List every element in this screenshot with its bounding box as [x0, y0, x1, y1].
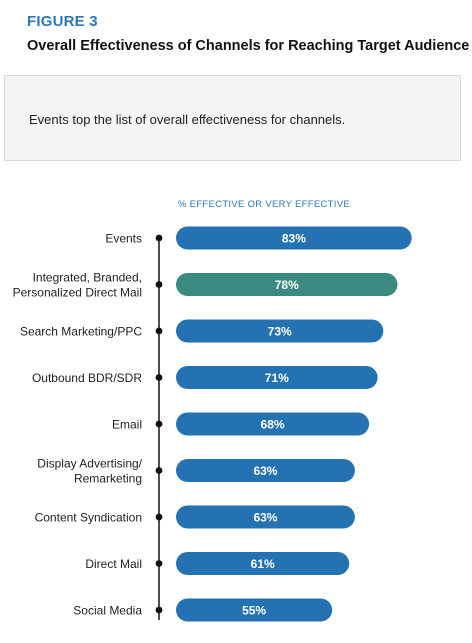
bar [176, 273, 398, 296]
bar [176, 598, 333, 622]
bar-value-label: 63% [253, 464, 277, 478]
bar-value-label: 78% [275, 278, 299, 292]
bar [176, 412, 370, 436]
category-label: Display Advertising/Remarketing [37, 457, 142, 486]
bar [176, 552, 350, 575]
callout-box: Events top the list of overall effective… [4, 75, 461, 161]
category-label: Integrated, Branded, Personalized Direct … [13, 271, 142, 300]
bar [176, 366, 378, 389]
category-label: Email [112, 418, 142, 432]
axis-dot [155, 467, 163, 474]
category-label: Content Syndication [35, 511, 142, 525]
bar-chart: % EFFECTIVE OR VERY EFFECTIVE Events 83% In… [13, 199, 412, 622]
bar-value-label: 55% [242, 604, 266, 618]
bar-value-label: 73% [268, 325, 292, 339]
axis-dot [155, 513, 163, 521]
bar-value-label: 68% [261, 418, 285, 432]
category-label: Direct Mail [85, 557, 142, 571]
axis-dot [155, 281, 163, 288]
bar [176, 505, 355, 529]
category-label: Outbound BDR/SDR [32, 371, 142, 385]
figure-title: Overall Effectiveness of Channels for Re… [27, 38, 470, 54]
axis-dot [155, 420, 163, 428]
axis-dot [155, 327, 163, 335]
figure-label: FIGURE 3 [27, 13, 98, 30]
bar-value-label: 61% [251, 557, 275, 571]
bar [176, 319, 384, 343]
axis-dot [155, 560, 163, 567]
bar [176, 226, 412, 250]
category-label: Events [105, 232, 142, 246]
axis-dot [155, 234, 163, 242]
column-header: % EFFECTIVE OR VERY EFFECTIVE [178, 199, 350, 210]
callout-text: Events top the list of overall effective… [29, 112, 346, 127]
axis-dot [155, 606, 163, 614]
bar-value-label: 83% [282, 232, 306, 246]
bar-value-label: 71% [265, 371, 289, 385]
bar-value-label: 63% [253, 511, 277, 525]
category-label: Social Media [73, 604, 142, 618]
axis-dot [155, 374, 163, 381]
bar [176, 459, 355, 482]
category-label: Search Marketing/PPC [20, 325, 142, 339]
